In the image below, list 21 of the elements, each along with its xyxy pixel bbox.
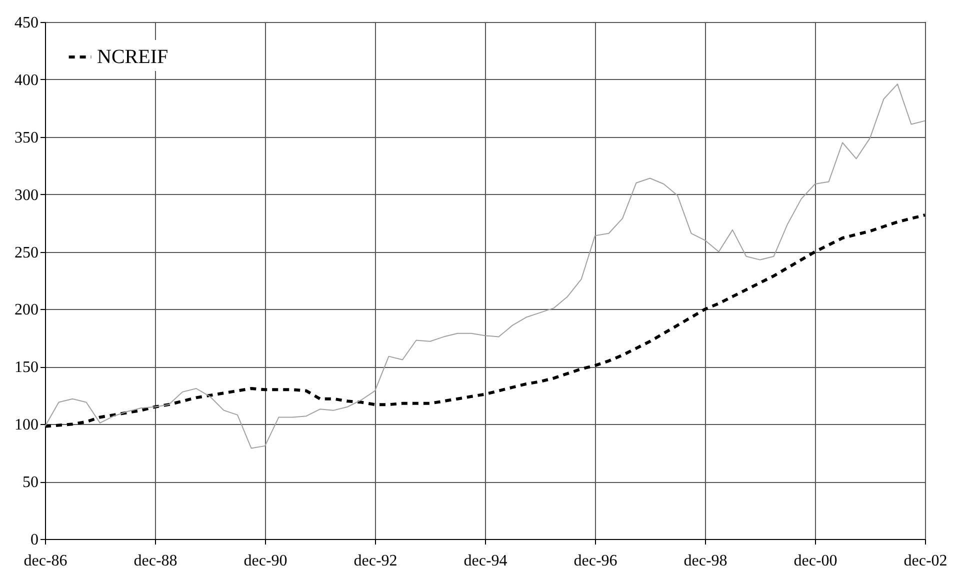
x-tick-label: dec-00 (794, 552, 838, 570)
x-tick-label: dec-86 (24, 552, 68, 570)
y-tick-label: 450 (14, 14, 38, 32)
line-series (44, 84, 926, 449)
y-tick-label: 150 (14, 359, 38, 376)
y-tick-label: 100 (14, 416, 38, 434)
x-tick-label: dec-88 (134, 552, 178, 570)
y-tick-label: 250 (14, 244, 38, 262)
y-tick-label: 400 (14, 72, 38, 89)
y-tick-label: 200 (14, 302, 38, 319)
x-tick-label: dec-94 (464, 552, 508, 570)
x-tick-label: dec-90 (244, 552, 288, 570)
y-tick-label: 300 (14, 186, 38, 204)
x-tick-label: dec-02 (904, 552, 948, 570)
y-tick-label: 0 (30, 532, 38, 548)
x-tick-label: dec-96 (574, 552, 618, 570)
x-tick-label: dec-98 (684, 552, 728, 570)
legend-label: NCREIF (97, 46, 168, 68)
x-tick-label: dec-92 (354, 552, 398, 570)
y-tick-label: 50 (22, 474, 38, 492)
y-tick-label: 350 (14, 129, 38, 146)
